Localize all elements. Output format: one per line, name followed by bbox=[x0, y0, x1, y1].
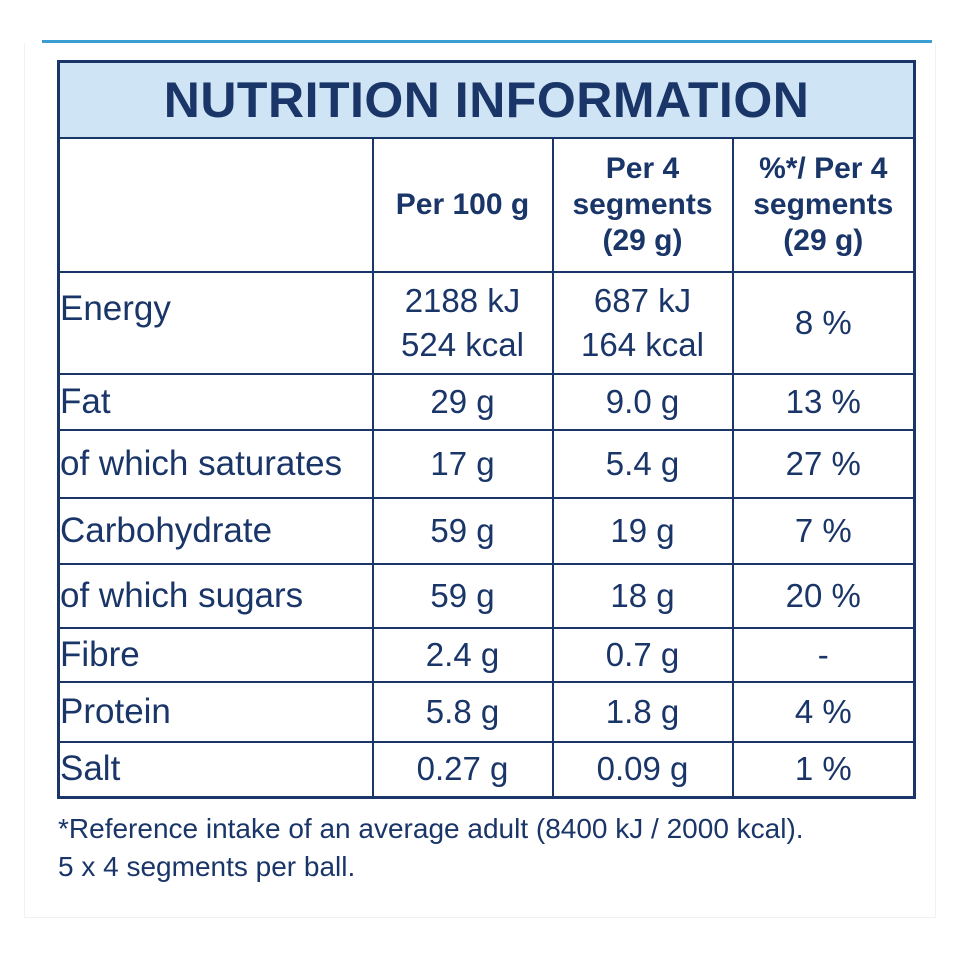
per-100g-value: 59 g bbox=[371, 496, 554, 565]
nutrition-table: NUTRITION INFORMATION Per 100 g Per 4 se… bbox=[57, 60, 917, 799]
ri-percent-value: 20 % bbox=[731, 562, 916, 629]
header-reference-intake: %*/ Per 4 segments (29 g) bbox=[731, 136, 916, 273]
per-serving-value: 687 kJ 164 kcal bbox=[551, 270, 734, 375]
table-row-protein: Protein 5.8 g 1.8 g 4 % bbox=[57, 680, 916, 743]
row-label: Energy bbox=[57, 270, 374, 375]
ri-percent-value: 8 % bbox=[731, 270, 916, 375]
ri-percent-value: - bbox=[731, 626, 916, 683]
row-label: of which saturates bbox=[57, 428, 374, 499]
row-label: Salt bbox=[57, 740, 374, 799]
per-serving-value: 5.4 g bbox=[551, 428, 734, 499]
ri-percent-value: 13 % bbox=[731, 372, 916, 431]
per-100g-value: 29 g bbox=[371, 372, 554, 431]
table-title: NUTRITION INFORMATION bbox=[57, 60, 916, 139]
table-row-carbohydrate: Carbohydrate 59 g 19 g 7 % bbox=[57, 496, 916, 565]
per-100g-value: 59 g bbox=[371, 562, 554, 629]
row-label: Protein bbox=[57, 680, 374, 743]
row-label: Fat bbox=[57, 372, 374, 431]
per-serving-value: 19 g bbox=[551, 496, 734, 565]
ri-percent-value: 7 % bbox=[731, 496, 916, 565]
per-serving-value: 18 g bbox=[551, 562, 734, 629]
header-row: Per 100 g Per 4 segments (29 g) %*/ Per … bbox=[57, 136, 916, 273]
table-row-saturates: of which saturates 17 g 5.4 g 27 % bbox=[57, 428, 916, 499]
ri-percent-value: 4 % bbox=[731, 680, 916, 743]
per-serving-value: 1.8 g bbox=[551, 680, 734, 743]
label-panel bbox=[24, 43, 936, 918]
footnote: *Reference intake of an average adult (8… bbox=[58, 810, 938, 886]
table-row-sugars: of which sugars 59 g 18 g 20 % bbox=[57, 562, 916, 629]
row-label: of which sugars bbox=[57, 562, 374, 629]
row-label: Fibre bbox=[57, 626, 374, 683]
table-row-fibre: Fibre 2.4 g 0.7 g - bbox=[57, 626, 916, 683]
ri-percent-value: 1 % bbox=[731, 740, 916, 799]
ri-percent-value: 27 % bbox=[731, 428, 916, 499]
per-100g-value: 2188 kJ 524 kcal bbox=[371, 270, 554, 375]
per-100g-value: 5.8 g bbox=[371, 680, 554, 743]
footnote-segments: 5 x 4 segments per ball. bbox=[58, 851, 356, 882]
row-label: Carbohydrate bbox=[57, 496, 374, 565]
per-100g-value: 0.27 g bbox=[371, 740, 554, 799]
per-serving-value: 0.7 g bbox=[551, 626, 734, 683]
header-per-100g: Per 100 g bbox=[371, 136, 554, 273]
footnote-reference-intake: *Reference intake of an average adult (8… bbox=[58, 813, 804, 844]
table-row-fat: Fat 29 g 9.0 g 13 % bbox=[57, 372, 916, 431]
table-row-salt: Salt 0.27 g 0.09 g 1 % bbox=[57, 740, 916, 799]
per-100g-value: 17 g bbox=[371, 428, 554, 499]
header-per-serving: Per 4 segments (29 g) bbox=[551, 136, 734, 273]
per-serving-value: 0.09 g bbox=[551, 740, 734, 799]
per-100g-value: 2.4 g bbox=[371, 626, 554, 683]
table-row-energy: Energy 2188 kJ 524 kcal 687 kJ 164 kcal … bbox=[57, 270, 916, 375]
top-accent-rule bbox=[42, 40, 932, 43]
per-serving-value: 9.0 g bbox=[551, 372, 734, 431]
header-empty-cell bbox=[57, 136, 374, 273]
